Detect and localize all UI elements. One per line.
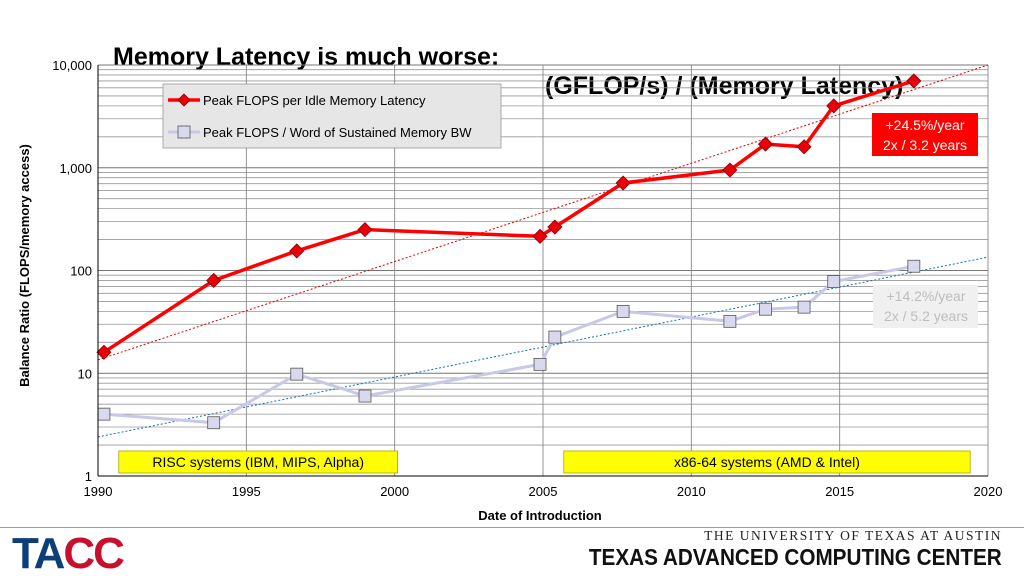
trend-line [97,64,989,361]
data-point-square [97,407,111,421]
data-point-red [96,344,112,360]
data-point-red [206,272,222,289]
data-point-red [357,222,373,238]
y-tick-label: 100 [70,264,92,279]
chart-annotations: +24.5%/year 2x / 3.2 years +14.2%/year 2x /… [872,113,978,328]
annotation-box-red [872,113,978,156]
data-point-square [290,367,304,381]
era-box [563,450,971,474]
data-point-square [759,302,772,316]
series-markers [96,73,922,430]
y-tick-label: 10,000 [52,58,92,73]
x-tick-label: 2020 [974,484,1003,499]
era-boxes: RISC systems (IBM, MIPS, Alpha) x86-64 sy… [118,450,971,474]
data-point-square [207,416,221,430]
data-point-red [532,228,548,244]
slide-title-right: (GFLOP/s) / (Memory Latency) [545,72,904,100]
x-axis-title: Date of Introduction [478,508,602,523]
data-point-square [616,304,630,318]
series-line [102,79,915,354]
legend-swatch-red-marker [177,93,191,107]
legend-swatch-lavender-marker [177,125,191,139]
y-tick-label: 10 [78,366,92,381]
data-point-square [533,357,547,371]
data-point-red [547,219,563,235]
annotation-box-gray [873,285,978,328]
x-tick-label: 2010 [677,484,706,499]
annotation-gray-line2: 2x / 5.2 years [884,308,968,324]
chart-legend: Peak FLOPS per Idle Memory Latency Peak F… [162,83,502,149]
data-point-square [827,275,841,288]
x-tick-label: 2005 [529,484,558,499]
university-name: THE UNIVERSITY OF TEXAS AT AUSTIN [704,528,1002,543]
data-point-red [826,98,842,114]
balance-ratio-chart: RISC systems (IBM, MIPS, Alpha) x86-64 sy… [17,58,1002,523]
data-point-square [797,300,811,314]
data-point-red [722,162,738,178]
annotation-red-line1: +24.5%/year [886,117,965,133]
slide-title: Memory Latency is much worse: (GFLOP/s) … [0,14,1024,101]
data-point-red [757,136,774,152]
chart-axes: 1 10 100 1,000 10,000 1990 1995 2000 2005 2010 201… [17,58,1002,523]
x-tick-label: 2000 [380,484,409,499]
legend-label-lavender: Peak FLOPS / Word of Sustained Memory BW [203,125,472,140]
footer-divider [0,527,1024,528]
era-label: x86-64 systems (AMD & Intel) [674,454,860,470]
era-label: RISC systems (IBM, MIPS, Alpha) [152,454,364,470]
series-line [103,264,915,425]
legend-label-red: Peak FLOPS per Idle Memory Latency [203,93,426,108]
era-box [118,450,399,474]
tacc-logo: TACC [12,529,125,578]
data-point-square [548,330,562,344]
data-point-red [289,243,305,259]
slide-title-left: Memory Latency is much worse: [113,43,500,71]
legend-box [162,83,502,149]
data-point-square [358,389,372,403]
data-point-red [796,139,812,155]
y-tick-label: 1 [85,469,92,484]
logo-text-ta: TA [12,529,65,578]
x-tick-label: 1990 [84,484,113,499]
logo-text-cc: CC [63,529,125,578]
x-tick-label: 1995 [232,484,261,499]
annotation-red-line2: 2x / 3.2 years [883,137,967,153]
y-axis-title: Balance Ratio (FLOPS/memory access) [17,144,32,387]
y-tick-label: 1,000 [59,161,92,176]
center-name: TEXAS ADVANCED COMPUTING CENTER [589,544,1002,570]
data-point-red [615,175,631,191]
annotation-gray-line1: +14.2%/year [887,288,966,304]
x-tick-label: 2015 [825,484,854,499]
data-point-red [906,73,922,89]
data-point-square [723,314,737,328]
data-point-square [907,259,921,273]
